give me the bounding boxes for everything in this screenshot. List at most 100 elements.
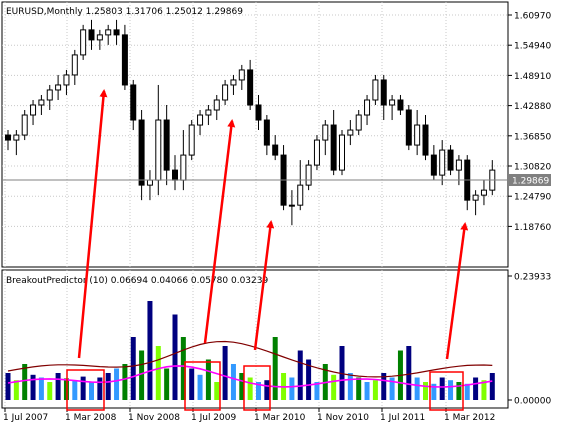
- candle-body: [255, 104, 262, 121]
- candle-body: [238, 69, 245, 81]
- candle-body: [130, 84, 137, 121]
- indicator-bar: [481, 380, 487, 400]
- price-label: 1.60970: [514, 12, 551, 22]
- time-label: 1 Jul 2007: [3, 413, 48, 423]
- time-label: 1 Nov 2010: [317, 413, 369, 423]
- highlight-box-3: [243, 365, 271, 411]
- candle-body: [180, 154, 187, 181]
- candle-body: [422, 124, 429, 156]
- candle-body: [121, 34, 128, 86]
- indicator-bar: [381, 373, 387, 400]
- indicator-bar: [214, 382, 220, 400]
- indicator-scale-label: 0.00000: [514, 397, 551, 407]
- current-price-label: 1.29869: [512, 177, 549, 187]
- signal-arrow-3: [253, 220, 275, 351]
- candle-body: [455, 159, 462, 171]
- highlight-box-1: [66, 369, 105, 411]
- candle-body: [305, 164, 312, 186]
- candle-body: [30, 104, 37, 116]
- indicator-panel-title: BreakoutPredictor (10) 0.06694 0.04066 0…: [6, 276, 268, 286]
- indicator-bar: [272, 337, 278, 400]
- indicator-bar: [72, 380, 78, 400]
- candle-body: [430, 154, 437, 176]
- candle-body: [105, 29, 112, 36]
- time-label: 1 Mar 2010: [254, 413, 306, 423]
- indicator-bar: [164, 368, 170, 400]
- indicator-scale-label: 0.23933: [514, 273, 551, 283]
- candle-body: [288, 204, 295, 207]
- candle-body: [313, 139, 320, 166]
- indicator-bar: [464, 383, 470, 400]
- indicator-bar: [97, 377, 103, 400]
- time-label: 1 Mar 2008: [65, 413, 117, 423]
- indicator-bar: [197, 374, 203, 400]
- indicator-bar: [448, 380, 454, 400]
- time-label: 1 Nov 2008: [128, 413, 180, 423]
- candle-body: [55, 84, 62, 91]
- candle-body: [213, 99, 220, 111]
- indicator-bar: [30, 374, 36, 400]
- indicator-bar: [5, 373, 11, 400]
- candle-body: [113, 29, 120, 36]
- time-label: 1 Jul 2011: [380, 413, 425, 423]
- candle-body: [297, 184, 304, 206]
- price-panel-frame[interactable]: [1, 1, 509, 268]
- highlight-boxes: [66, 361, 464, 411]
- candle-body: [21, 114, 28, 136]
- candle-body: [96, 34, 103, 41]
- candle-body: [205, 109, 212, 116]
- candle-body: [405, 109, 412, 146]
- candle-body: [138, 119, 145, 186]
- indicator-bar: [372, 380, 378, 400]
- indicator-bar: [247, 377, 253, 400]
- indicator-bar: [180, 337, 186, 400]
- highlight-box-2: [184, 361, 221, 411]
- candle-body: [439, 149, 446, 176]
- indicator-bar: [439, 377, 445, 400]
- candle-body: [447, 149, 454, 171]
- indicator-bar: [256, 382, 261, 400]
- candle-body: [13, 134, 20, 141]
- candle-body: [46, 89, 53, 101]
- indicator-histogram: [5, 301, 495, 400]
- candle-body: [5, 134, 11, 141]
- indicator-bar: [80, 376, 86, 400]
- indicator-bar: [406, 346, 412, 400]
- candle-body: [397, 99, 404, 111]
- indicator-bar: [114, 368, 120, 400]
- indicator-bar: [130, 337, 136, 400]
- indicator-bar: [222, 346, 228, 400]
- indicator-line-magenta: [7, 365, 493, 388]
- price-panel-title: EURUSD,Monthly 1.25803 1.31706 1.25012 1…: [6, 7, 243, 17]
- indicator-line-brown: [7, 340, 493, 378]
- indicator-bar: [331, 374, 337, 400]
- signal-arrow-2: [203, 119, 236, 344]
- candle-body: [172, 169, 178, 181]
- current-price-tag: 1.29869: [509, 174, 551, 187]
- candle-body: [71, 54, 78, 76]
- signal-arrow-4: [445, 222, 469, 360]
- indicator-bar: [456, 382, 462, 400]
- price-label: 1.18760: [514, 223, 551, 233]
- candle-body: [389, 99, 396, 106]
- candle-body: [247, 69, 254, 106]
- indicator-bar: [38, 377, 44, 400]
- price-candles: [5, 19, 496, 226]
- candle-body: [88, 29, 95, 41]
- indicator-bar: [89, 382, 94, 400]
- indicator-bar: [364, 382, 370, 400]
- indicator-bar: [347, 373, 353, 400]
- indicator-bar: [314, 382, 320, 400]
- price-label: 1.42880: [514, 102, 551, 112]
- signal-arrows: [77, 89, 469, 360]
- indicator-bar: [105, 373, 111, 400]
- candle-body: [372, 79, 379, 101]
- time-label: 1 Jul 2009: [191, 413, 236, 423]
- indicator-bar: [147, 301, 153, 400]
- price-label: 1.30820: [514, 163, 551, 173]
- price-label: 1.24790: [514, 193, 551, 203]
- indicator-bar: [289, 377, 295, 400]
- indicator-bar: [489, 373, 495, 400]
- candle-body: [364, 99, 371, 116]
